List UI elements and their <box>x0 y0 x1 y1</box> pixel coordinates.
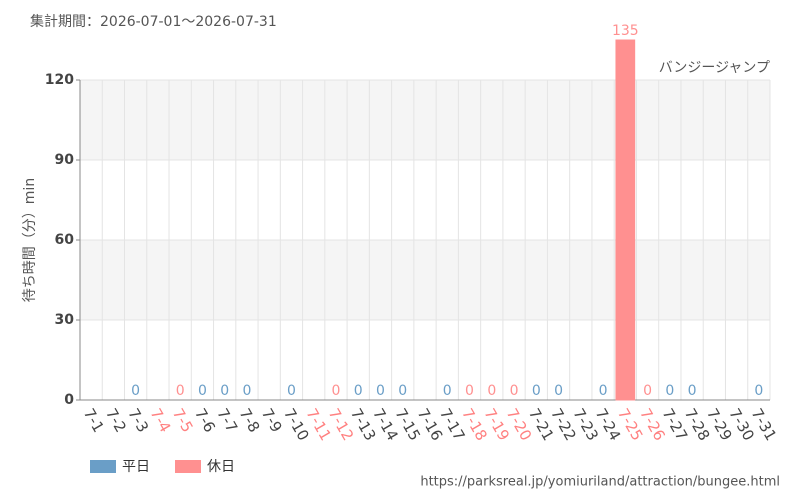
value-label: 0 <box>354 383 363 399</box>
period: 集計期間：2026-07-01～2026-07-31 <box>30 13 277 30</box>
value-label: 0 <box>554 383 563 399</box>
value-label: 0 <box>332 383 341 399</box>
value-label: 0 <box>532 383 541 399</box>
y-tick-label: 90 <box>55 152 75 168</box>
value-label: 0 <box>376 383 385 399</box>
x-tick-label: 7-7 <box>213 405 241 435</box>
value-label: 0 <box>643 383 652 399</box>
value-label: 0 <box>443 383 452 399</box>
value-label: 0 <box>510 383 519 399</box>
plot-band <box>80 80 770 160</box>
x-tick-label: 7-2 <box>102 405 130 435</box>
value-label: 0 <box>287 383 296 399</box>
x-tick-label: 7-4 <box>147 405 175 435</box>
value-label: 0 <box>176 383 185 399</box>
x-tick-label: 7-8 <box>236 405 264 435</box>
x-tick-label: 7-3 <box>124 405 152 435</box>
x-tick-label: 7-6 <box>191 405 219 435</box>
value-label: 135 <box>612 23 639 39</box>
x-tick-label: 7-5 <box>169 405 197 435</box>
value-label: 0 <box>688 383 697 399</box>
y-tick-label: 30 <box>55 312 75 328</box>
value-label: 0 <box>242 383 251 399</box>
value-label: 0 <box>220 383 229 399</box>
value-label: 0 <box>487 383 496 399</box>
x-tick-label: 7-9 <box>258 405 286 435</box>
value-label: 0 <box>131 383 140 399</box>
value-label: 0 <box>465 383 474 399</box>
legend-label: 休日 <box>207 459 235 475</box>
y-tick-label: 60 <box>55 232 75 248</box>
legend-swatch <box>175 460 201 473</box>
value-label: 0 <box>398 383 407 399</box>
y-tick-label: 0 <box>64 392 74 408</box>
value-label: 0 <box>665 383 674 399</box>
y-tick-label: 120 <box>45 72 74 88</box>
legend-swatch <box>90 460 116 473</box>
bar <box>615 39 636 401</box>
source: https://parksreal.jp/yomiuriland/attract… <box>420 475 780 490</box>
y-axis-label: 待ち時間（分）min <box>22 178 38 302</box>
value-label: 0 <box>198 383 207 399</box>
legend-label: 平日 <box>122 459 150 475</box>
plot-band <box>80 240 770 320</box>
x-tick-label: 7-1 <box>80 405 108 435</box>
value-label: 0 <box>599 383 608 399</box>
value-label: 0 <box>754 383 763 399</box>
chart-title: バンジージャンプ <box>659 60 770 76</box>
